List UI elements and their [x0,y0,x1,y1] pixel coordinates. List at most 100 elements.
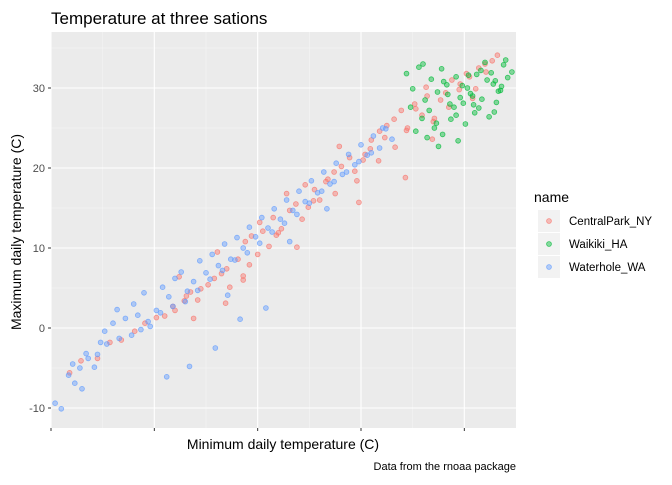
data-point [130,301,137,307]
data-point [433,120,440,126]
data-point [256,240,263,247]
data-point [52,400,58,407]
data-point [318,188,325,195]
series-CentralPark_NY [66,52,501,376]
data-point [472,86,479,92]
data-point [94,355,101,362]
data-point [234,234,240,241]
data-point [294,211,300,218]
legend-item: CentralPark_NY [538,210,652,232]
y-axis: -10 0 10 20 30 [29,83,51,415]
data-point [491,109,498,115]
legend-item: Waterhole_WA [538,256,646,278]
data-point [484,77,490,83]
data-point [453,74,459,80]
data-point [475,105,482,111]
data-point [227,284,233,291]
data-point [310,198,317,204]
data-point [83,350,89,357]
series-Waikiki_HA [403,57,515,150]
data-point [283,197,290,203]
data-point [266,243,272,250]
data-point [172,275,178,282]
data-point [333,160,340,167]
data-point [464,85,471,91]
data-point [289,207,296,214]
data-point [462,121,469,127]
data-point [403,127,410,134]
data-point [336,143,343,150]
data-point [460,100,467,106]
data-point [375,158,382,164]
data-point [416,64,422,70]
data-point [482,61,488,67]
data-point [78,357,84,364]
data-point [379,125,386,131]
data-point [345,151,352,158]
data-point [166,293,172,300]
legend-title: name [534,189,569,205]
data-point [246,261,253,268]
data-point [376,145,383,151]
legend-point [546,241,552,247]
data-point [224,292,231,299]
legend-label: CentralPark_NY [569,216,652,228]
data-point [281,220,288,227]
data-point [479,96,485,102]
data-point [69,361,76,367]
data-point [489,57,496,64]
data-point [438,66,445,72]
data-point [358,142,364,148]
data-point [356,199,362,206]
data-point [332,190,339,197]
legend-point [546,264,552,270]
data-point [428,76,435,82]
data-point [483,69,489,75]
data-point [211,275,218,282]
data-point [157,309,164,316]
data-point [248,233,255,239]
data-point [492,78,499,84]
data-point [411,101,418,107]
data-point [258,214,265,221]
legend: name CentralPark_NY Waikiki_HA Waterhole_W… [534,189,652,278]
data-point [58,405,65,412]
data-point [228,256,234,263]
data-point [457,94,464,101]
data-point [183,293,190,299]
data-point [412,128,419,135]
data-point [407,104,414,110]
data-point [412,106,419,112]
data-point [431,125,438,131]
data-point [459,82,466,89]
data-point [351,168,358,175]
data-point [194,287,201,294]
data-point [122,315,129,322]
data-point [135,312,141,319]
data-point [356,158,362,165]
data-point [323,178,329,185]
data-point [331,178,337,185]
data-point [254,251,261,258]
data-point [138,326,144,333]
data-point [242,238,249,245]
chart-title: Temperature at three sations [51,9,267,28]
data-point [467,90,474,97]
data-point [178,269,185,275]
data-point [473,71,480,78]
data-point [431,115,438,122]
data-point [364,152,371,159]
data-point [163,373,170,380]
data-point [509,69,515,75]
data-point [331,169,337,175]
data-point [77,365,83,371]
data-point [327,181,333,187]
legend-key [538,210,560,232]
data-point [299,216,305,223]
data-point [205,281,211,288]
data-point [197,257,203,264]
data-point [215,262,222,269]
data-point [367,146,374,152]
data-point [478,67,484,74]
data-point [198,285,204,292]
